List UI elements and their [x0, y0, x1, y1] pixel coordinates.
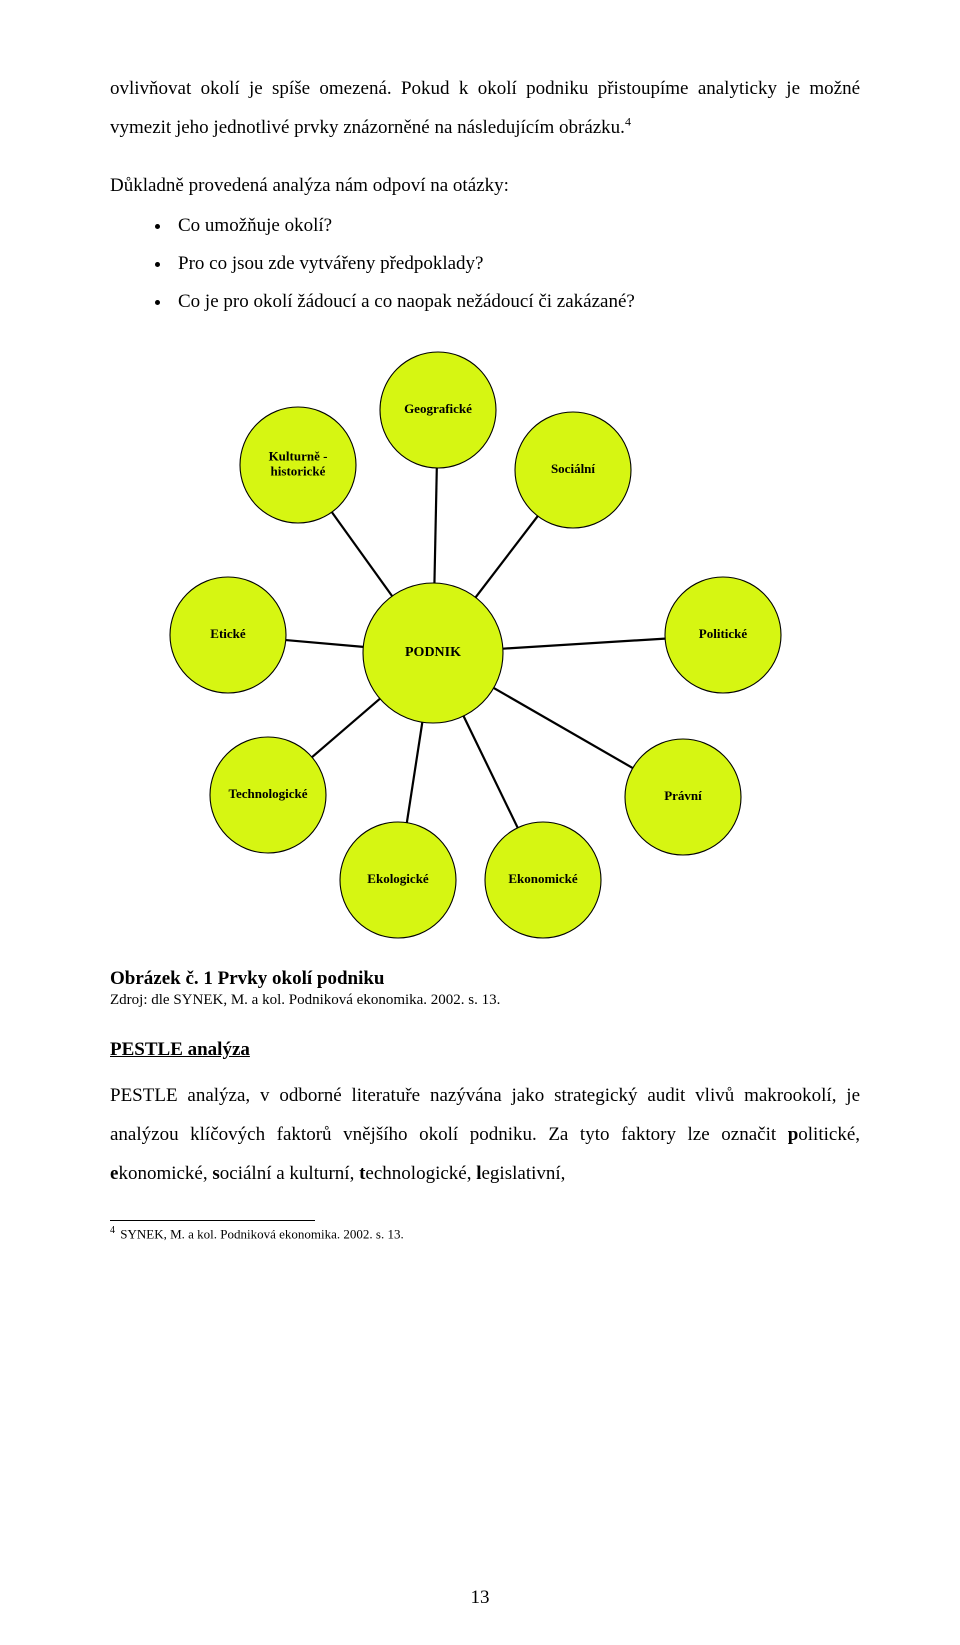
intro-paragraph: ovlivňovat okolí je spíše omezená. Pokud… — [110, 70, 860, 148]
diagram-label-politicke: Politické — [698, 626, 747, 641]
bullet-item: Co je pro okolí žádoucí a co naopak nežá… — [172, 284, 860, 320]
pestle-word: a kulturní, — [276, 1163, 354, 1184]
figure-caption-source: Zdroj: dle SYNEK, M. a kol. Podniková ek… — [110, 992, 860, 1009]
diagram-label-kulturne: historické — [270, 464, 325, 479]
page: ovlivňovat okolí je spíše omezená. Pokud… — [0, 0, 960, 1645]
diagram-label-geograficke: Geografické — [404, 401, 472, 416]
factors-diagram: Geografické Kulturně -historické Sociální E… — [143, 350, 828, 940]
page-number: 13 — [0, 1587, 960, 1609]
pestle-word: ekonomické, — [110, 1163, 208, 1184]
diagram-label-socialni: Sociální — [550, 461, 594, 476]
diagram-label-ekologicke: Ekologické — [367, 871, 429, 886]
diagram-label-ekonomicke: Ekonomické — [508, 871, 578, 886]
footnote-number: 4 — [110, 1225, 115, 1236]
pestle-paragraph: PESTLE analýza, v odborné literatuře naz… — [110, 1077, 860, 1194]
diagram-center-label: PODNIK — [405, 645, 461, 660]
analysis-intro: Důkladně provedená analýza nám odpoví na… — [110, 168, 860, 204]
pestle-heading: PESTLE analýza — [110, 1039, 860, 1061]
footnote-text: SYNEK, M. a kol. Podniková ekonomika. 20… — [117, 1226, 404, 1241]
caption-src-a: Zdroj: dle — [110, 992, 173, 1008]
footnote: 4 SYNEK, M. a kol. Podniková ekonomika. … — [110, 1225, 860, 1242]
pestle-word: politické, — [788, 1124, 860, 1145]
pestle-line-a: PESTLE analýza, v odborné literatuře naz… — [110, 1085, 734, 1106]
bullet-list: Co umožňuje okolí? Pro co jsou zde vytvá… — [110, 208, 860, 320]
bullet-item: Pro co jsou zde vytvářeny předpoklady? — [172, 246, 860, 282]
diagram-label-pravni: Právní — [664, 788, 702, 803]
footnote-separator — [110, 1220, 315, 1221]
bullet-item: Co umožňuje okolí? — [172, 208, 860, 244]
pestle-word: technologické, — [359, 1163, 471, 1184]
figure-caption-title: Obrázek č. 1 Prvky okolí podniku — [110, 968, 860, 990]
diagram-label-eticke: Etické — [210, 626, 246, 641]
para1-sup: 4 — [625, 115, 631, 129]
diagram-label-kulturne: Kulturně - — [268, 449, 327, 464]
pestle-word: legislativní, — [476, 1163, 565, 1184]
diagram-label-technologicke: Technologické — [228, 786, 307, 801]
caption-src-b: SYNEK, M. a kol. Podniková ekonomika. 20… — [173, 992, 500, 1008]
diagram-svg: Geografické Kulturně -historické Sociální E… — [143, 350, 828, 940]
pestle-word: sociální — [212, 1163, 271, 1184]
para1-line-a: ovlivňovat okolí je spíše omezená. Pokud… — [110, 78, 800, 99]
